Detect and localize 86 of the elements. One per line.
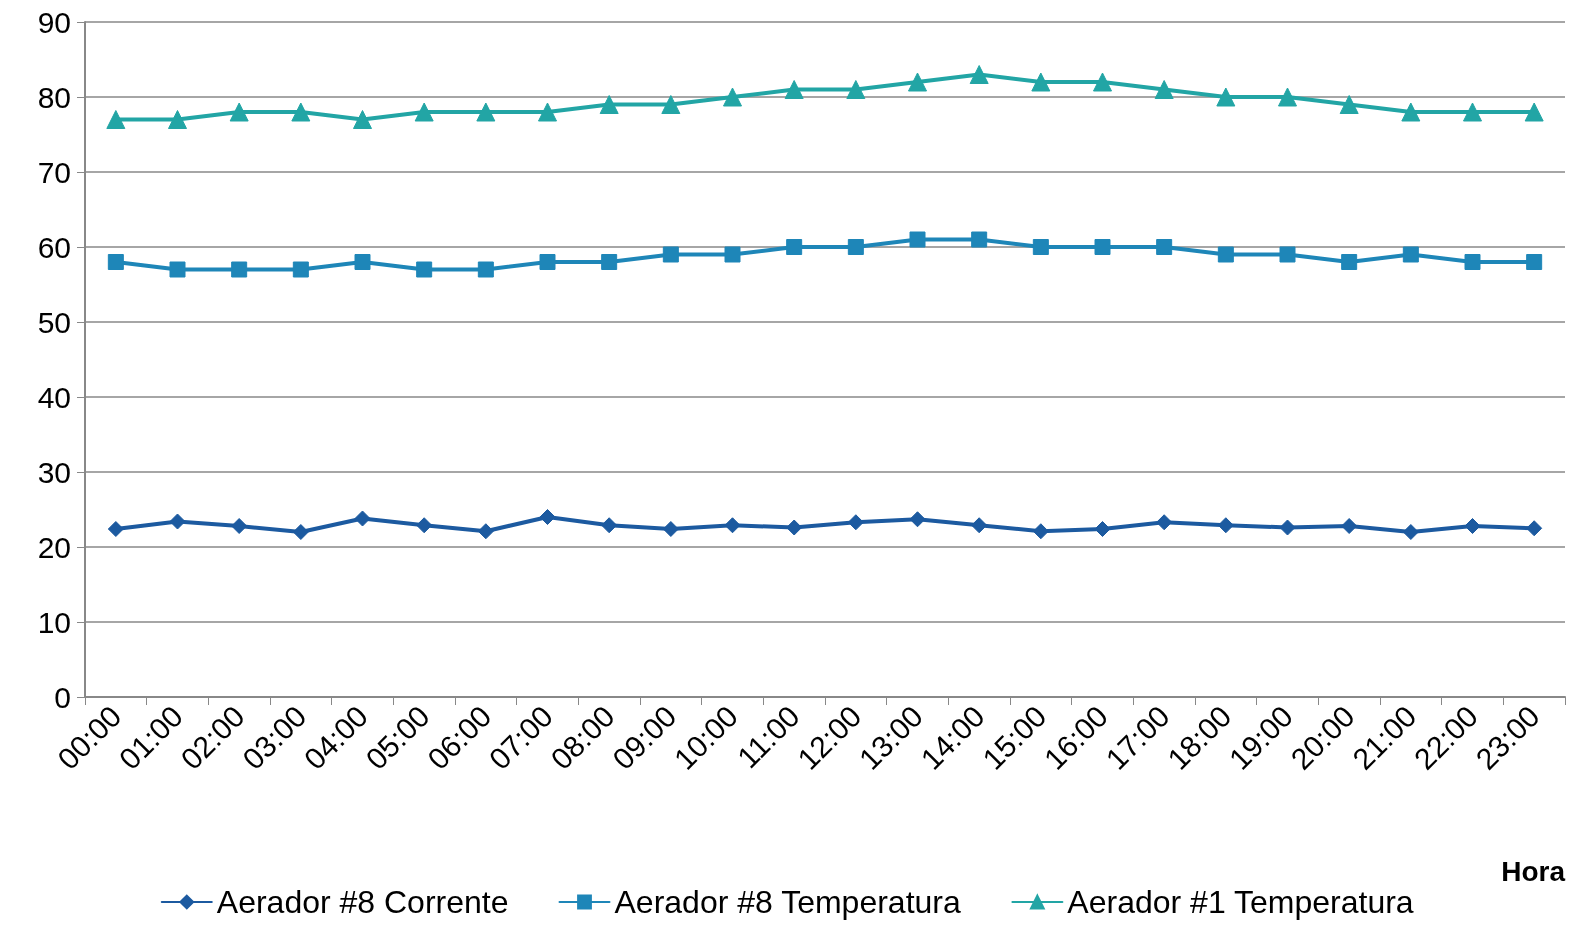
point (353, 110, 372, 129)
point (416, 517, 433, 534)
point (662, 521, 679, 537)
point (1526, 520, 1543, 537)
point (786, 239, 803, 255)
point (291, 102, 311, 122)
point (847, 239, 864, 255)
point (601, 254, 618, 270)
point (662, 246, 679, 263)
point (1216, 87, 1236, 107)
point (971, 231, 988, 248)
point (1094, 521, 1111, 537)
point (477, 523, 494, 540)
point (1401, 102, 1421, 122)
point (476, 102, 496, 122)
point (477, 261, 494, 278)
point (1464, 254, 1481, 270)
point (169, 513, 186, 530)
point (969, 65, 989, 84)
point (724, 517, 741, 534)
point (908, 72, 927, 92)
y-tick-label: 70 (37, 155, 71, 189)
point (1464, 518, 1481, 534)
y-tick-label: 50 (37, 305, 71, 339)
point (1402, 524, 1419, 540)
point (846, 80, 866, 99)
point (106, 110, 126, 129)
point (1279, 246, 1296, 263)
point (1093, 72, 1112, 92)
point (168, 110, 187, 129)
point (229, 102, 249, 122)
legend-label: Aerador #1 Temperatura (1067, 884, 1414, 920)
point (1524, 102, 1544, 122)
point (1341, 518, 1358, 534)
point (786, 519, 803, 536)
point (292, 261, 309, 278)
point (599, 95, 619, 114)
point (1526, 254, 1543, 270)
point (354, 510, 371, 527)
point (1402, 246, 1419, 263)
point (1154, 80, 1174, 99)
point (784, 80, 804, 99)
point (414, 102, 434, 122)
point (292, 524, 309, 540)
point (1032, 239, 1049, 255)
point (538, 102, 557, 122)
point (107, 521, 124, 537)
point (1279, 519, 1296, 536)
y-tick-label: 60 (37, 230, 71, 264)
y-tick-label: 90 (37, 5, 71, 39)
point (1339, 95, 1359, 114)
point (1094, 239, 1111, 255)
point (971, 517, 988, 534)
point (1278, 87, 1297, 107)
point (1032, 523, 1049, 540)
point (231, 518, 248, 534)
x-axis-title: Hora (1501, 855, 1566, 887)
point (723, 87, 742, 107)
legend-label: Aerador #8 Temperatura (614, 884, 961, 920)
y-tick-label: 0 (54, 680, 71, 714)
point (909, 231, 926, 248)
point (909, 511, 926, 528)
point (1217, 246, 1234, 263)
point (354, 254, 371, 270)
legend-label: Aerador #8 Corrente (216, 884, 509, 920)
point (416, 261, 433, 278)
point (539, 254, 556, 270)
y-tick-label: 80 (37, 80, 71, 114)
point (107, 254, 124, 270)
y-tick-label: 10 (37, 605, 71, 639)
point (661, 95, 681, 114)
point (1463, 102, 1482, 122)
point (1217, 517, 1234, 534)
y-tick-label: 40 (37, 380, 71, 414)
point (1341, 254, 1358, 270)
y-tick-label: 20 (37, 530, 71, 564)
y-tick-label: 30 (37, 455, 71, 489)
point (724, 246, 741, 263)
point (539, 509, 556, 525)
point (601, 517, 618, 534)
point (1031, 72, 1051, 92)
point (1156, 239, 1173, 255)
point (847, 514, 864, 531)
point (1156, 514, 1173, 531)
point (169, 261, 186, 278)
point (231, 261, 248, 278)
